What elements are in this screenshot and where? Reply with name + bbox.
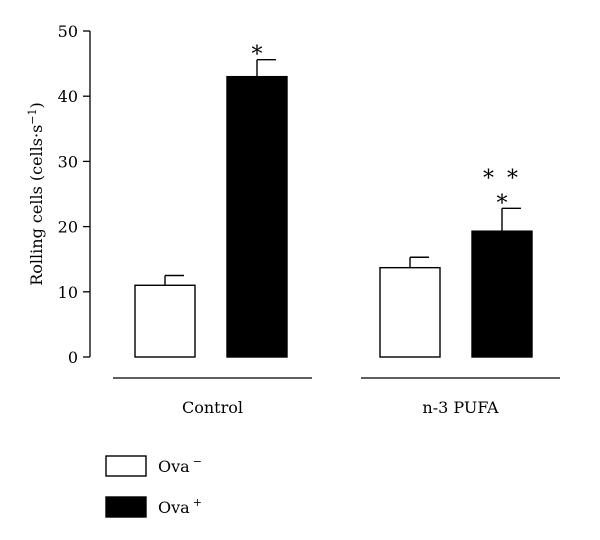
group-label: n-3 PUFA [422,398,499,417]
y-tick-label: 50 [58,22,78,41]
y-tick-label: 40 [58,87,78,106]
y-tick-label: 30 [58,152,78,171]
significance-mark: * * [483,166,521,191]
legend: Ova − Ova + [105,455,202,518]
legend-swatch [105,496,147,518]
y-tick-label: 0 [68,348,78,367]
bar-plus-1 [471,230,533,358]
bar-minus-1 [379,266,441,358]
legend-swatch [105,455,147,477]
y-tick-label: 10 [58,283,78,302]
group-labels: Control n-3 PUFA [113,377,560,417]
y-axis-label: Rolling cells (cells·s−1) [26,102,46,286]
axes: 0 10 20 30 40 50 Rolling cells (cells·s−1) [26,22,91,367]
bar-minus-0 [134,284,196,358]
significance-mark: * [252,43,263,68]
significance-mark: * [497,191,508,216]
y-tick-label: 20 [58,218,78,237]
bars: ** ** [134,43,533,358]
legend-label: Ova − [158,455,202,476]
group-label: Control [182,398,243,417]
legend-label: Ova + [158,496,202,517]
bar-plus-0 [226,75,288,358]
